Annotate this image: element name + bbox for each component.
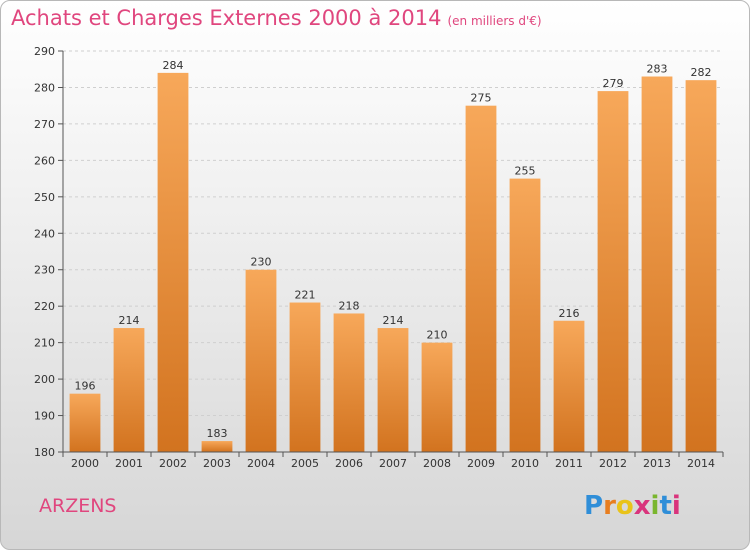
bar xyxy=(201,441,233,452)
bar-value-label: 214 xyxy=(383,314,404,327)
logo-letter: i xyxy=(650,491,660,521)
bar xyxy=(641,76,673,452)
x-tick-label: 2012 xyxy=(599,457,627,470)
proxiti-logo: Proxiti xyxy=(584,491,681,521)
y-tick-label: 220 xyxy=(34,300,55,313)
x-tick-label: 2006 xyxy=(335,457,363,470)
logo-letter: P xyxy=(584,491,604,521)
bar xyxy=(157,72,189,452)
bar-value-label: 282 xyxy=(691,66,712,79)
y-tick-label: 190 xyxy=(34,410,55,423)
bar-value-label: 216 xyxy=(559,307,580,320)
bar xyxy=(333,313,365,452)
x-tick-label: 2000 xyxy=(71,457,99,470)
y-tick-label: 210 xyxy=(34,337,55,350)
logo-letter: r xyxy=(603,491,616,521)
bar xyxy=(289,302,321,452)
logo-letter: t xyxy=(659,491,672,521)
bar-value-label: 255 xyxy=(515,165,536,178)
x-tick-label: 2001 xyxy=(115,457,143,470)
x-tick-label: 2010 xyxy=(511,457,539,470)
bar-value-label: 230 xyxy=(251,256,272,269)
bar-value-label: 210 xyxy=(427,329,448,342)
bar xyxy=(421,342,453,452)
bar-value-label: 284 xyxy=(163,59,184,72)
x-tick-label: 2005 xyxy=(291,457,319,470)
bar-value-label: 221 xyxy=(295,289,316,302)
logo-letter: o xyxy=(615,491,634,521)
y-tick-label: 240 xyxy=(34,227,55,240)
y-tick-label: 290 xyxy=(34,45,55,58)
bar-value-label: 218 xyxy=(339,299,360,312)
x-tick-label: 2011 xyxy=(555,457,583,470)
bar xyxy=(245,269,277,452)
bar xyxy=(377,328,409,452)
x-tick-label: 2014 xyxy=(687,457,715,470)
bar xyxy=(465,105,497,452)
x-tick-label: 2002 xyxy=(159,457,187,470)
bar-value-label: 283 xyxy=(647,63,668,76)
bar-value-label: 279 xyxy=(603,77,624,90)
logo-letter: i xyxy=(671,491,681,521)
x-tick-label: 2009 xyxy=(467,457,495,470)
y-tick-label: 280 xyxy=(34,81,55,94)
bar xyxy=(113,328,145,452)
x-tick-label: 2004 xyxy=(247,457,275,470)
bar-value-label: 183 xyxy=(207,427,228,440)
y-tick-label: 270 xyxy=(34,118,55,131)
axes: 180 190 200 210 220 230 240 250 260 270 280 290 2000… xyxy=(34,45,724,470)
chart-title-text: Achats et Charges Externes 2000 à 2014 xyxy=(11,6,442,30)
chart-unit: (en milliers d'€) xyxy=(447,14,542,28)
y-tick-label: 230 xyxy=(34,264,55,277)
logo-letter: x xyxy=(633,491,651,521)
bar xyxy=(553,320,585,452)
x-tick-label: 2013 xyxy=(643,457,671,470)
x-tick-label: 2007 xyxy=(379,457,407,470)
y-tick-label: 260 xyxy=(34,154,55,167)
chart-title: Achats et Charges Externes 2000 à 2014 (e… xyxy=(11,6,542,30)
bar xyxy=(685,80,717,452)
bar xyxy=(509,178,541,452)
bar xyxy=(597,91,629,452)
y-tick-label: 200 xyxy=(34,373,55,386)
bar-value-label: 196 xyxy=(75,380,96,393)
bar xyxy=(69,393,101,452)
x-tick-label: 2003 xyxy=(203,457,231,470)
x-tick-label: 2008 xyxy=(423,457,451,470)
commune-name: ARZENS xyxy=(39,495,117,517)
bar-value-label: 275 xyxy=(471,92,492,105)
y-tick-label: 180 xyxy=(34,446,55,459)
labels: 196 214 284 183 230 221 218 214 210 275 255 216 279 2… xyxy=(75,59,712,440)
bar-value-label: 214 xyxy=(119,314,140,327)
y-tick-label: 250 xyxy=(34,191,55,204)
bars xyxy=(69,72,717,452)
